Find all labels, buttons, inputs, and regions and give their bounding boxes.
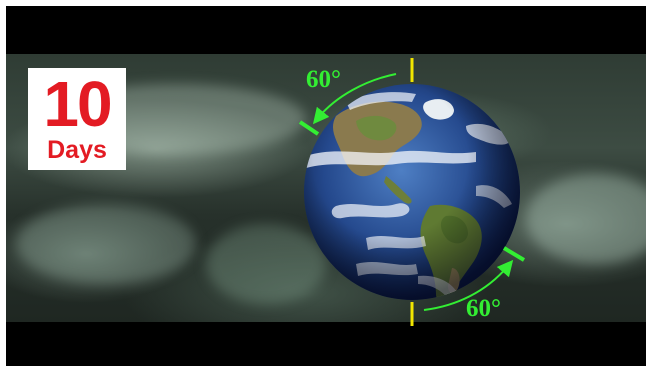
days-count: 10 xyxy=(43,68,112,140)
days-badge: 10 Days xyxy=(28,68,126,170)
cloud-background xyxy=(6,54,646,322)
video-frame: 10 Days 60° 60° xyxy=(6,6,646,366)
earth-globe xyxy=(304,84,520,300)
bottom-angle-label: 60° xyxy=(466,295,501,322)
days-label: Days xyxy=(47,136,107,164)
bottom-rotation-arrow xyxy=(423,259,514,311)
earth-illustration xyxy=(298,58,526,326)
bottom-tilt-marker xyxy=(502,246,526,262)
top-rotation-arrow xyxy=(312,73,397,125)
top-angle-label: 60° xyxy=(306,66,341,93)
top-tilt-marker xyxy=(298,120,320,136)
